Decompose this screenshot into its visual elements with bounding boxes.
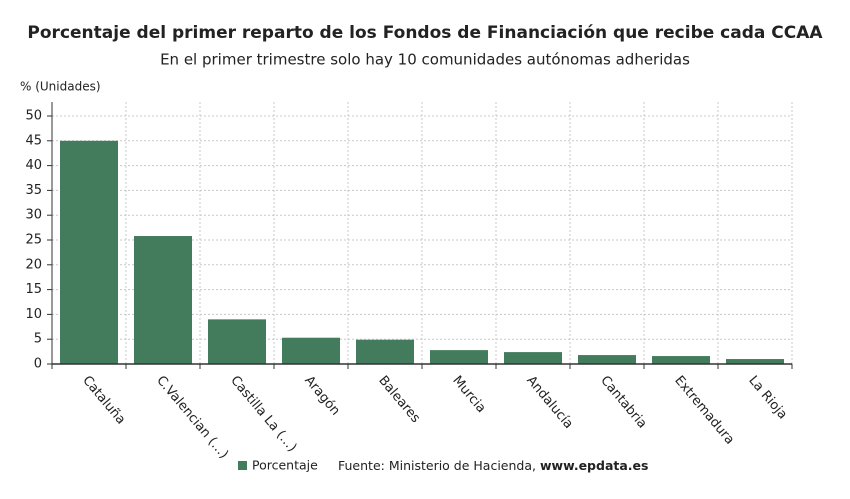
x-tick-label: Castilla La (…) xyxy=(227,373,299,455)
y-tick-label: 20 xyxy=(25,257,42,272)
source: Fuente: Ministerio de Hacienda, www.epda… xyxy=(338,458,648,473)
legend-label: Porcentaje xyxy=(252,458,318,473)
x-tick-label: Aragón xyxy=(301,373,342,418)
y-tick-label: 0 xyxy=(34,357,42,372)
y-tick-label: 25 xyxy=(25,233,42,248)
bar xyxy=(282,337,340,364)
bar xyxy=(134,236,192,364)
bar xyxy=(578,355,636,364)
y-tick-label: 10 xyxy=(25,307,42,322)
chart-subtitle: En el primer trimestre solo hay 10 comun… xyxy=(160,51,690,69)
y-tick-label: 45 xyxy=(25,133,42,148)
x-tick-label: Cantabria xyxy=(597,373,649,431)
y-axis-label: % (Unidades) xyxy=(20,80,101,94)
bar xyxy=(208,319,266,364)
y-tick-label: 50 xyxy=(25,109,42,124)
bar xyxy=(356,339,414,364)
x-tick-label: C.Valencian (…) xyxy=(153,373,231,462)
y-tick-label: 15 xyxy=(25,282,42,297)
x-tick-label: Andalucía xyxy=(523,373,576,432)
x-tick-label: Baleares xyxy=(375,373,423,426)
chart-title: Porcentaje del primer reparto de los Fon… xyxy=(27,23,823,43)
x-tick-label: Murcia xyxy=(449,373,488,416)
bar xyxy=(504,352,562,364)
legend-swatch xyxy=(238,461,247,470)
bar xyxy=(726,359,784,364)
bar xyxy=(652,356,710,364)
y-tick-label: 30 xyxy=(25,208,42,223)
x-tick-label: La Rioja xyxy=(745,373,790,422)
y-tick-label: 5 xyxy=(34,332,42,347)
source-link: www.epdata.es xyxy=(540,458,648,473)
y-tick-label: 40 xyxy=(25,158,42,173)
x-tick-label: Cataluña xyxy=(79,373,128,427)
bar xyxy=(60,140,118,364)
y-tick-label: 35 xyxy=(25,183,42,198)
bar xyxy=(430,350,488,364)
x-tick-label: Extremadura xyxy=(671,373,737,447)
source-text: Fuente: Ministerio de Hacienda, xyxy=(338,458,536,473)
legend: Porcentaje Fuente: Ministerio de Haciend… xyxy=(238,458,648,473)
